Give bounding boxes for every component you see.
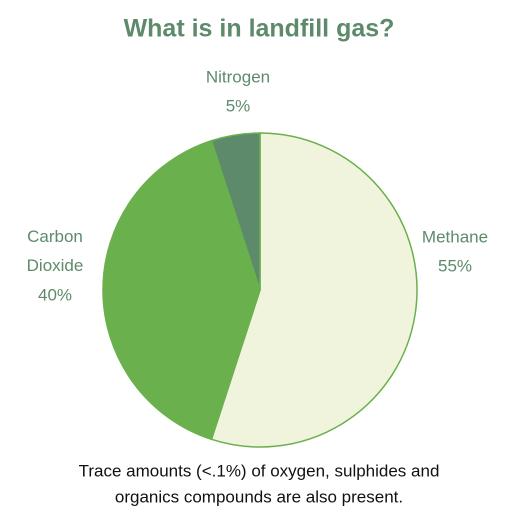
slice-value-label: 55% — [438, 256, 472, 275]
slice-label: Carbon Dioxide — [27, 227, 84, 275]
footnote: organics compounds are also present. — [115, 487, 403, 506]
footnote: Trace amounts (<.1%) of oxygen, sulphide… — [79, 461, 440, 480]
slice-value-label: 40% — [38, 285, 72, 304]
chart-title: What is in landfill gas? — [124, 15, 395, 43]
pie-slice — [210, 132, 418, 448]
pie-slice — [102, 139, 261, 441]
pie-slice — [210, 132, 261, 291]
slice-value-label: 5% — [226, 96, 251, 115]
slice-label: Methane — [422, 227, 488, 246]
slice-label: Nitrogen — [206, 67, 270, 86]
